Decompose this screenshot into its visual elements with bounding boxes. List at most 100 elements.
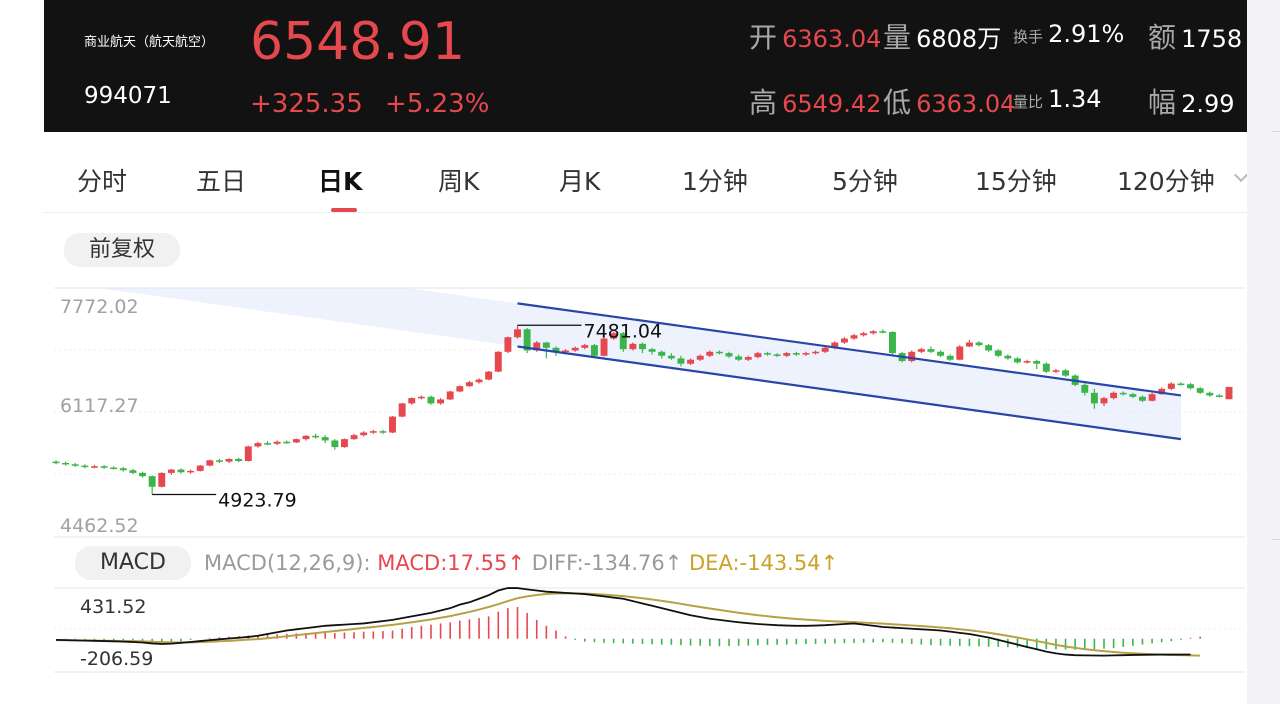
indicator-select-button[interactable]: MACD xyxy=(75,546,191,580)
stat-open: 开 6363.04 xyxy=(749,16,881,56)
macd-readout: MACD(12,26,9): MACD:17.55↑ DIFF:-134.76↑… xyxy=(204,551,838,575)
y-tick-min: 4462.52 xyxy=(60,515,139,537)
candle-body xyxy=(408,398,416,404)
tab-five-day[interactable]: 五日 xyxy=(196,167,247,196)
macd-histogram xyxy=(64,606,1201,650)
change-amount: +325.35 xyxy=(250,89,363,119)
candle-body xyxy=(840,338,848,343)
stat-open-value: 6363.04 xyxy=(782,25,882,53)
candle-body xyxy=(764,353,771,355)
candle-body xyxy=(398,403,406,417)
candle-body xyxy=(62,462,70,465)
min-price-label: 4923.79 xyxy=(218,489,297,511)
candle-body xyxy=(244,446,252,461)
candle-body xyxy=(465,382,473,387)
page: 商业航天（航天航空） 994071 6548.91 +325.35 +5.23%… xyxy=(44,0,1247,704)
candle-body xyxy=(831,342,839,348)
tab-5min[interactable]: 5分钟 xyxy=(832,167,898,196)
stat-high-value: 6549.42 xyxy=(782,90,882,118)
candle-body xyxy=(177,469,185,473)
candle-body xyxy=(792,353,800,355)
candle-body xyxy=(139,472,146,477)
candle-body xyxy=(802,353,810,355)
candle-body xyxy=(677,358,685,364)
tab-15min[interactable]: 15分钟 xyxy=(975,167,1057,196)
candle-body xyxy=(908,351,916,362)
candle-body xyxy=(629,343,637,350)
stat-turnover-label: 换手 xyxy=(1013,28,1044,46)
candle-body xyxy=(81,465,89,468)
candle-body xyxy=(302,435,310,440)
candle-body xyxy=(1042,363,1050,372)
candle-body xyxy=(879,331,887,333)
candle-body xyxy=(946,355,954,360)
candle-body xyxy=(167,469,175,473)
max-price-label: 7481.04 xyxy=(584,320,663,342)
candle-body xyxy=(783,353,791,356)
dea-line xyxy=(55,592,1201,657)
active-tab-indicator xyxy=(331,208,357,212)
candle-body xyxy=(600,338,608,356)
tab-1min[interactable]: 1分钟 xyxy=(682,167,748,196)
candle-body xyxy=(687,359,695,364)
candle-body xyxy=(667,355,675,359)
candle-body xyxy=(494,351,502,372)
candle-body xyxy=(590,345,598,356)
edge-tick xyxy=(1272,539,1280,540)
candle-body xyxy=(254,443,262,447)
channel-lower-line xyxy=(517,345,1182,441)
right-edge-strip xyxy=(1247,0,1280,704)
candle-body xyxy=(264,443,271,445)
candle-body xyxy=(206,460,214,466)
channel-upper-line xyxy=(517,302,1182,397)
tab-daily-k[interactable]: 日K xyxy=(318,167,363,196)
candle-body xyxy=(1129,394,1137,397)
candle-body xyxy=(821,347,829,352)
stat-volume-value: 6808万 xyxy=(916,25,1002,53)
candle-body xyxy=(283,441,291,444)
candle-body xyxy=(754,353,762,358)
candle-body xyxy=(927,349,935,352)
stat-amplitude: 幅 2.99 xyxy=(1148,81,1235,121)
candle-body xyxy=(312,435,320,438)
tab-intraday[interactable]: 分时 xyxy=(77,167,128,196)
tab-monthly-k[interactable]: 月K xyxy=(559,167,601,196)
stat-volume: 量 6808万 xyxy=(883,16,1001,56)
candle-body xyxy=(1187,384,1195,389)
candle-body xyxy=(1225,386,1233,400)
candle-body xyxy=(639,343,646,350)
diff-value: DIFF:-134.76↑ xyxy=(531,551,683,575)
macd-params: MACD(12,26,9): xyxy=(204,551,371,575)
tab-weekly-k[interactable]: 周K xyxy=(438,167,480,196)
candle-body xyxy=(129,470,137,473)
stat-amplitude-value: 2.99 xyxy=(1181,90,1235,118)
candle-body xyxy=(696,355,704,360)
candle-body xyxy=(994,350,1002,356)
tab-120min[interactable]: 120分钟 xyxy=(1117,167,1215,196)
candle-body xyxy=(956,346,964,360)
candle-body xyxy=(1119,392,1127,395)
y-tick-mid: 6117.27 xyxy=(60,395,139,417)
candle-body xyxy=(523,329,531,351)
adjust-mode-button[interactable]: 前复权 xyxy=(64,233,180,267)
stat-low-label: 低 xyxy=(883,86,912,119)
candle-body xyxy=(985,345,993,351)
stat-low: 低 6363.04 xyxy=(883,81,1015,121)
candle-body xyxy=(1090,392,1098,404)
candle-body xyxy=(850,335,858,339)
candle-body xyxy=(1110,392,1118,399)
candle-body xyxy=(456,386,464,392)
candle-body xyxy=(542,342,550,348)
candles xyxy=(52,325,1233,495)
stat-vol-ratio: 量比 1.34 xyxy=(1013,85,1102,113)
macd-y-min: -206.59 xyxy=(80,648,153,670)
candle-body xyxy=(350,435,358,440)
candle-body xyxy=(379,431,387,433)
candle-body xyxy=(773,354,781,356)
candle-body xyxy=(292,439,300,443)
candle-body xyxy=(975,342,983,346)
macd-grid xyxy=(54,587,1245,673)
y-tick-max: 7772.02 xyxy=(60,296,139,318)
candle-body xyxy=(321,437,329,441)
stat-amount-value: 1758 xyxy=(1181,25,1243,53)
